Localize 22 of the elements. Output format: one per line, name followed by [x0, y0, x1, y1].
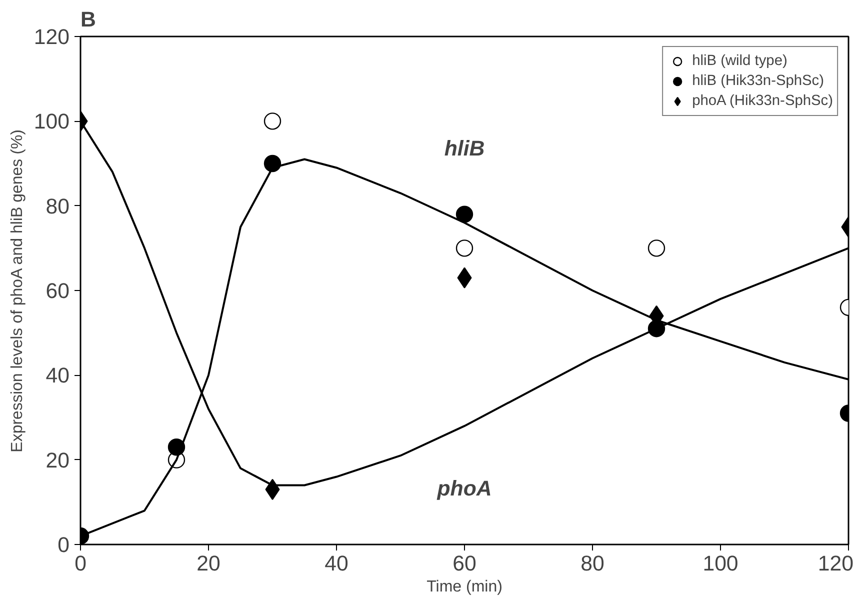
x-tick-label: 20	[196, 552, 220, 576]
y-tick-label: 20	[46, 448, 70, 472]
y-tick-label: 80	[46, 194, 70, 218]
x-tick-label: 40	[324, 552, 348, 576]
y-tick-label: 40	[46, 364, 70, 388]
y-tick-label: 120	[34, 25, 70, 49]
legend-label: hliB (Hik33n-SphSc)	[692, 73, 824, 89]
y-tick-label: 0	[58, 533, 70, 557]
legend-label: hliB (wild type)	[692, 53, 788, 69]
x-tick-label: 0	[74, 552, 87, 576]
x-tick-label: 100	[702, 552, 738, 576]
x-tick-label: 60	[452, 552, 476, 576]
y-tick-label: 60	[46, 279, 70, 303]
chart-title: B	[80, 8, 96, 32]
x-tick-label: 80	[580, 552, 604, 576]
y-tick-label: 100	[34, 110, 70, 134]
y-axis-title: Expression levels of phoA and hliB genes (%)	[8, 130, 26, 452]
annotation: phoA	[436, 476, 492, 501]
x-axis-title: Time (min)	[426, 578, 502, 596]
legend-label: phoA (Hik33n-SphSc)	[692, 93, 833, 109]
annotation: hliB	[444, 136, 485, 160]
x-tick-label: 120	[818, 552, 853, 576]
